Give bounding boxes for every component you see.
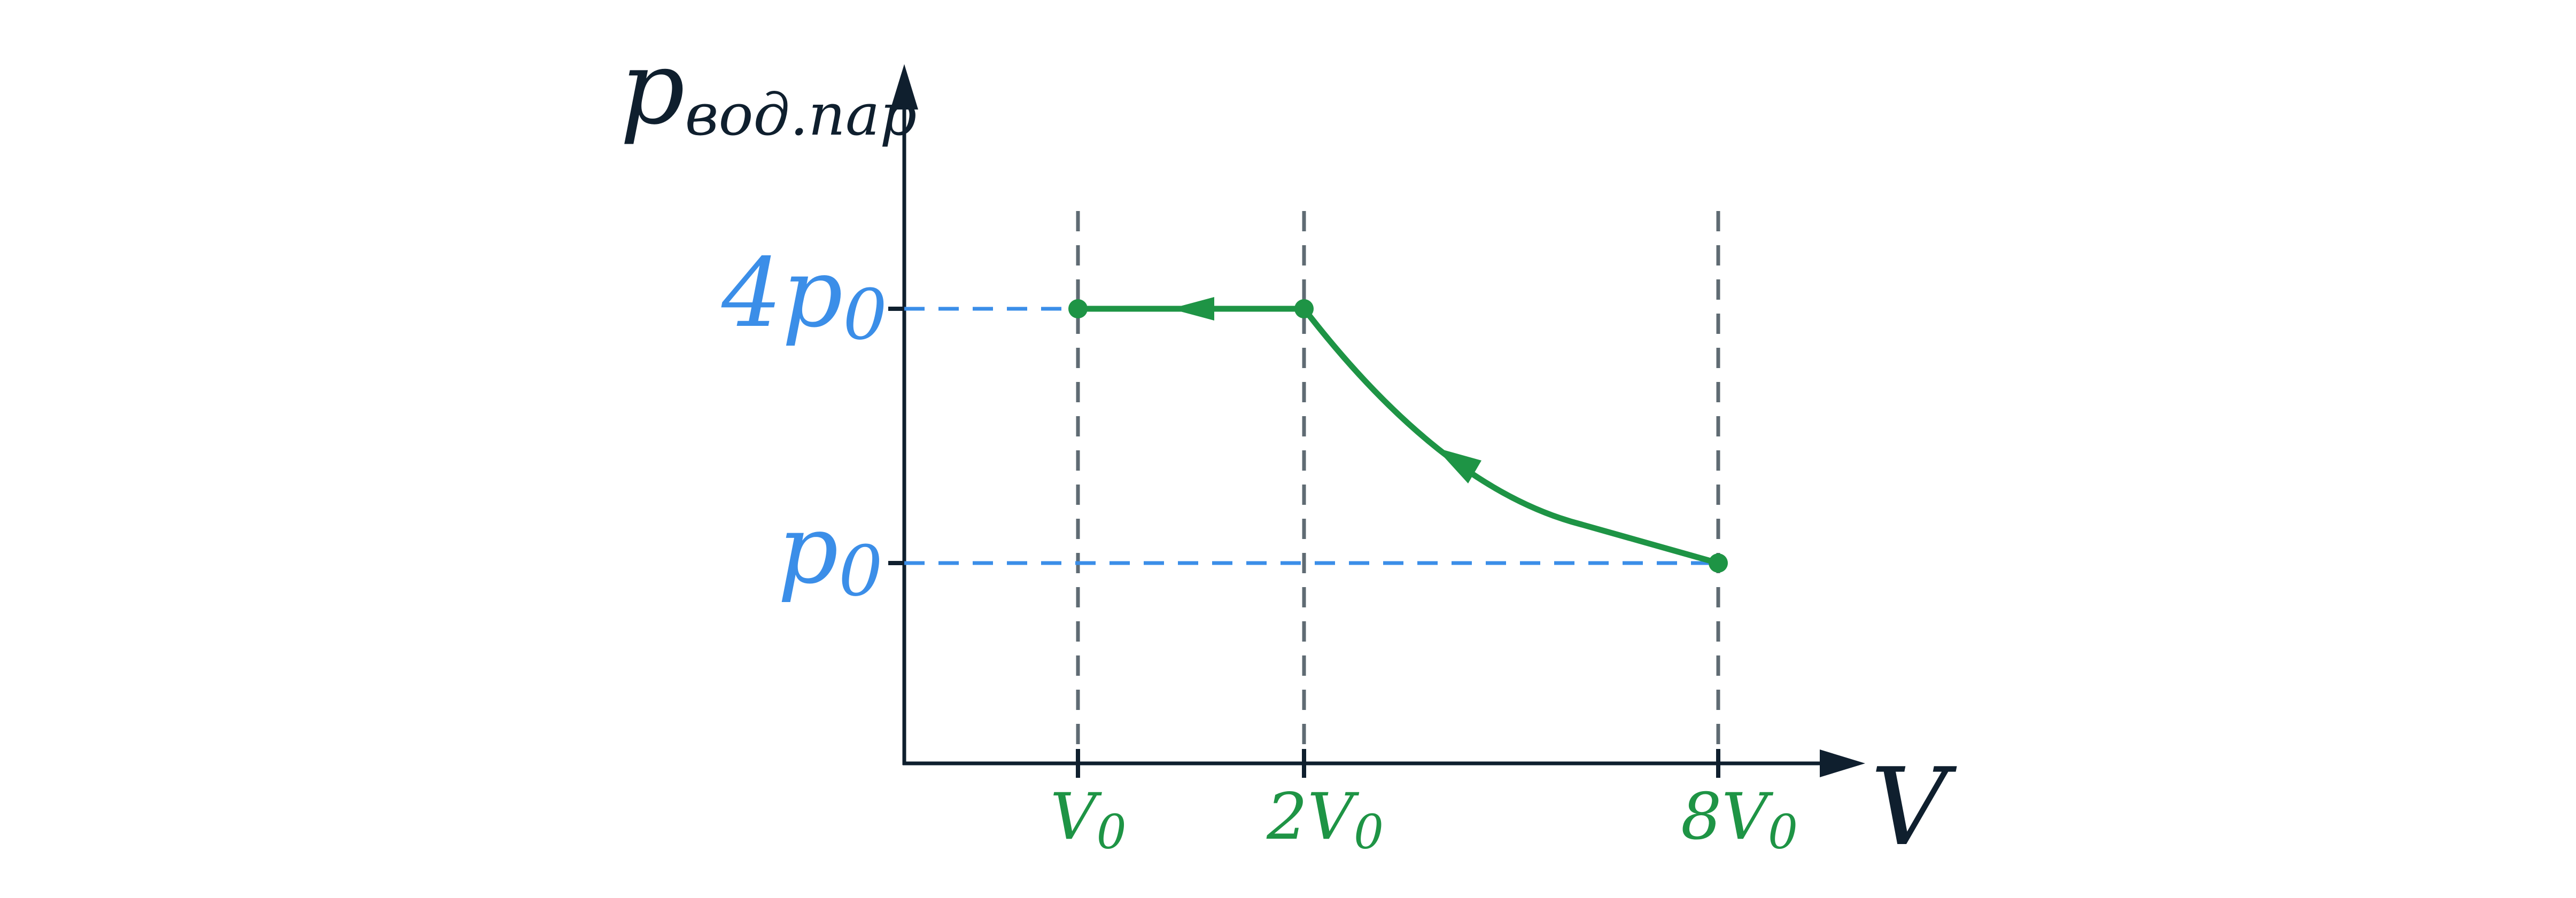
label-2v0-sub: 0	[1354, 805, 1384, 860]
label-v0-main: V	[1050, 780, 1102, 854]
label-p0-sub: 0	[839, 530, 883, 612]
x-axis-label: V	[1871, 745, 1957, 870]
label-p0-main: p	[778, 494, 839, 605]
label-2v0: 2V0	[1266, 780, 1384, 860]
label-4p0: 4p0	[721, 238, 887, 355]
label-v0: V0	[1050, 780, 1127, 860]
label-8v0-sub: 0	[1768, 805, 1798, 860]
label-2v0-main: 2V	[1266, 780, 1359, 854]
label-p0: p0	[778, 494, 883, 612]
state-point-v0-4p0	[1068, 299, 1088, 318]
curve-arrow	[1436, 448, 1481, 483]
process-curve	[1301, 306, 1721, 566]
y-axis-label-sub: вод.пар	[685, 82, 917, 149]
label-4p0-sub: 0	[843, 274, 887, 355]
x-axis-arrow	[1820, 749, 1865, 777]
y-axis-label-main: p	[620, 29, 685, 147]
label-v0-sub: 0	[1097, 805, 1127, 860]
label-8v0: 8V0	[1681, 780, 1798, 860]
state-point-8v0-p0	[1709, 553, 1728, 573]
y-axis-arrow	[890, 64, 918, 110]
label-4p0-main: 4p	[721, 238, 843, 348]
y-axis-label: pвод.пар	[620, 29, 917, 149]
label-8v0-main: 8V	[1681, 780, 1773, 854]
horizontal-arrow	[1170, 297, 1214, 321]
state-point-2v0-4p0	[1294, 299, 1314, 318]
